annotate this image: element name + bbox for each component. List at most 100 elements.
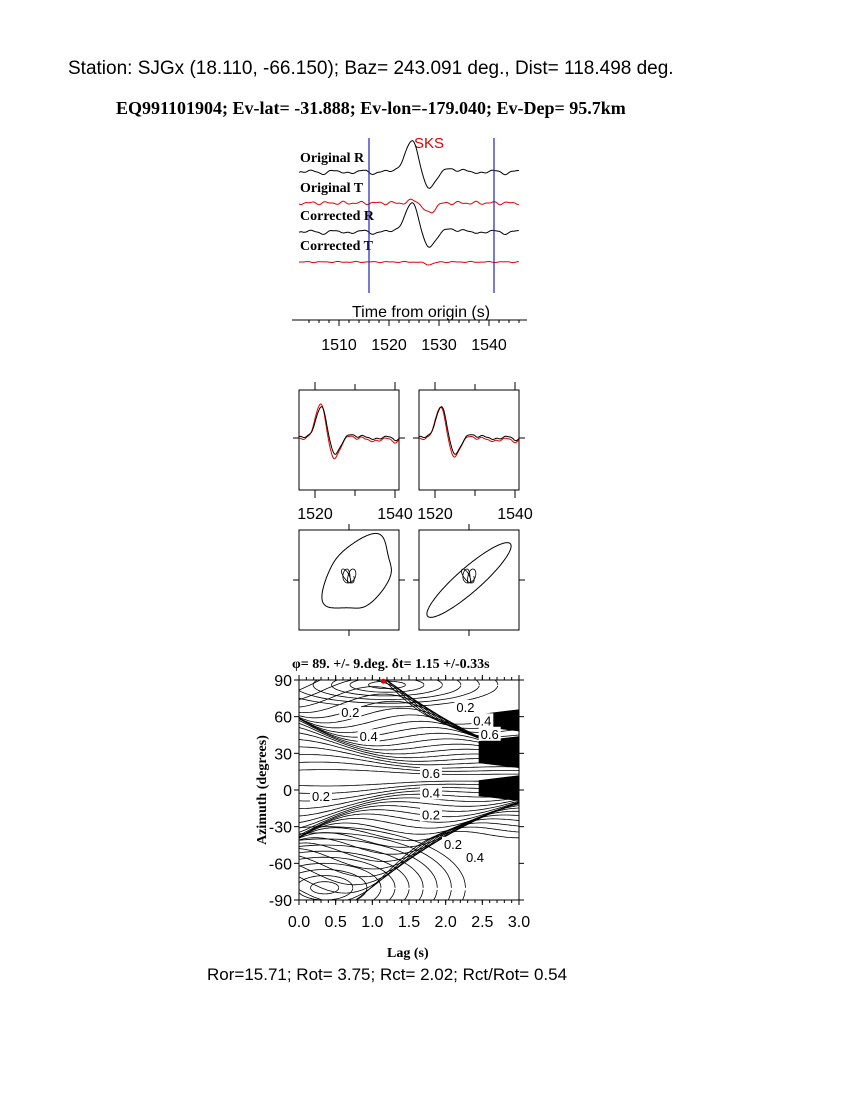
contour-label-bg [454,699,477,714]
contour-label-bg [471,713,494,728]
contour-x-tick-label: 1.0 [361,914,383,931]
contour-x-tick-label: 0.5 [325,914,347,931]
contour-line [299,822,519,894]
contour-line [299,769,519,775]
contour-line [349,680,425,693]
contour-label: 0.2 [341,705,359,720]
waveform-trace-t [418,406,520,458]
contour-y-tick-label: 90 [274,673,292,690]
contour-line [299,856,396,900]
waveform-tick-label: 1540 [377,506,413,523]
contour-label: 0.2 [312,789,330,804]
contour-line [299,801,519,836]
trace-label-3: Corrected R [300,209,375,224]
contour-line [312,680,462,701]
particle-motion-frame [298,529,400,631]
seismogram-traces [298,140,519,266]
contour-line [299,799,519,829]
contour-label-bg [310,789,332,804]
contour-label: 0.6 [422,766,440,781]
trace-label-4: Corrected T [300,239,374,254]
waveform-tick-label: 1520 [297,506,333,523]
waveform-trace-t [299,403,400,460]
contour-line [299,754,519,769]
contour-line [299,680,499,708]
waveform-tick-label: 1540 [497,506,533,523]
waveform-trace-r [298,406,400,455]
contour-label: 0.4 [422,785,440,800]
waveform-panel-frame [418,389,520,491]
contour-label: 0.4 [473,713,491,728]
contour-label-bg [420,807,442,822]
contour-line [299,802,519,838]
contour-line [299,850,410,900]
contour-x-tick-label: 2.0 [435,914,457,931]
contour-label: 0.4 [466,850,484,865]
event-info-line: EQ991101904; Ev-lat= -31.888; Ev-lon=-17… [116,98,626,118]
contour-line [354,831,519,900]
contour-line [299,832,452,900]
contour-line [299,680,480,704]
trace-4 [298,260,519,266]
particle-motion-knot [461,568,477,584]
waveform-trace-r [418,406,520,455]
contour-y-tick-label: 60 [274,710,292,727]
best-fit-marker [380,678,386,684]
contour-line [299,818,519,886]
contour-line [299,838,438,900]
contour-label: 0.2 [422,807,440,822]
contour-labels: 0.2 0.20.40.60.40.60.40.20.20.20.4 [310,699,501,865]
contour-y-tick-label: -30 [269,820,292,837]
splitting-ratio-line: Ror=15.71; Rot= 3.75; Rct= 2.02; Rct/Rot… [207,965,568,984]
contour-line [299,869,368,900]
contour-label-bg [420,785,442,800]
contour-lines [299,680,519,900]
contour-label: 0.6 [481,727,499,742]
particle-motion-panel-original [293,524,405,636]
particle-motion-frame [418,529,520,631]
contour-label-bg [339,704,362,719]
contour-x-tick-label: 2.5 [471,914,493,931]
time-axis-label: Time from origin (s) [352,304,490,321]
contour-title: φ= 89. +/- 9.deg. δt= 1.15 +/-0.33s [292,657,490,672]
contour-x-tick-label: 1.5 [398,914,420,931]
contour-dense-band [478,775,519,801]
contour-line [310,881,340,895]
contour-label: 0.2 [444,837,462,852]
contour-label: 0.4 [360,729,378,744]
contour-line [299,793,519,817]
trace-2 [298,198,519,214]
contour-line [299,844,424,900]
phase-label: SKS [414,135,444,152]
time-tick-label: 1510 [321,337,357,354]
contour-label-bg [420,765,442,780]
particle-motion-panels [293,524,525,636]
trace-3 [298,202,519,248]
contour-y-tick-label: -60 [269,856,292,873]
station-info-line: Station: SJGx (18.110, -66.150); Baz= 24… [68,58,674,79]
waveform-panel-original: 1520 1540 [293,382,413,523]
waveform-panel-corrected: 1520 1540 [413,382,533,523]
trace-label-1: Original R [300,151,365,166]
contour-y-axis-label: Azimuth (degrees) [255,735,270,845]
contour-line [331,680,443,697]
waveform-panel-frame [298,389,400,491]
contour-dense-band [478,736,519,768]
contour-line [299,875,354,900]
contour-axes: 0.0 0.5 1.0 1.5 2.0 2.5 3.0 90 60 30 0 -30 -60 -90 [269,673,530,931]
waveform-tick-label: 1520 [417,506,453,523]
waveform-overlay-panels: 1520 1540 1520 1540 [293,382,533,523]
contour-y-tick-label: 0 [283,783,292,800]
time-axis: 1510 1520 1530 1540 [292,319,527,354]
contour-label-bg [464,850,486,865]
trace-1 [298,140,519,189]
time-tick-label: 1530 [421,337,457,354]
seismogram-panel: SKS Original R Original T Corrected R Corre… [292,135,527,354]
time-tick-label: 1540 [471,337,507,354]
contour-line [299,862,382,900]
particle-motion-loop [321,532,392,609]
contour-y-tick-label: -90 [269,893,292,910]
contour-label-bg [442,836,464,851]
contour-x-axis-label: Lag (s) [387,946,429,961]
